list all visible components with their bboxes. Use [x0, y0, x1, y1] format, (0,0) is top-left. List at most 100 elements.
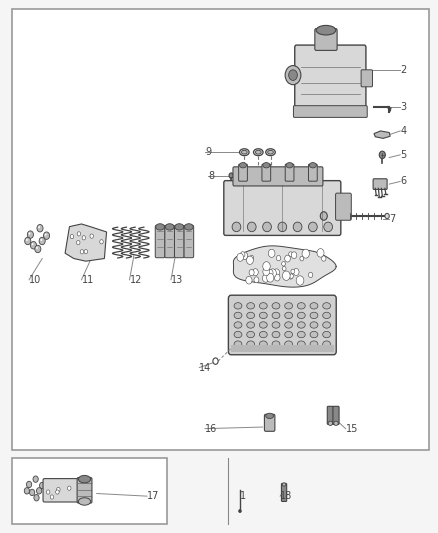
Circle shape — [296, 276, 304, 285]
Circle shape — [379, 151, 385, 159]
FancyBboxPatch shape — [308, 164, 317, 181]
Circle shape — [213, 358, 218, 365]
Circle shape — [289, 252, 293, 256]
Ellipse shape — [316, 26, 336, 35]
Ellipse shape — [293, 222, 302, 232]
FancyBboxPatch shape — [315, 29, 337, 51]
Circle shape — [289, 70, 297, 80]
Circle shape — [273, 269, 279, 276]
Ellipse shape — [234, 322, 242, 328]
FancyBboxPatch shape — [228, 295, 336, 355]
Ellipse shape — [285, 341, 293, 348]
FancyBboxPatch shape — [361, 70, 372, 87]
Text: 13: 13 — [171, 275, 183, 285]
FancyBboxPatch shape — [265, 414, 275, 431]
Circle shape — [300, 256, 304, 261]
Ellipse shape — [286, 163, 293, 168]
FancyArrowPatch shape — [388, 108, 391, 111]
Text: 1: 1 — [240, 491, 246, 501]
Text: 2: 2 — [400, 65, 406, 75]
FancyBboxPatch shape — [184, 225, 194, 258]
FancyBboxPatch shape — [293, 106, 367, 117]
Text: 6: 6 — [400, 176, 406, 187]
FancyBboxPatch shape — [285, 164, 294, 181]
Ellipse shape — [259, 332, 267, 338]
Ellipse shape — [297, 312, 305, 319]
FancyBboxPatch shape — [43, 479, 78, 502]
Circle shape — [77, 232, 81, 236]
Polygon shape — [233, 246, 336, 287]
Circle shape — [285, 66, 301, 85]
Circle shape — [308, 272, 313, 278]
Polygon shape — [374, 131, 390, 139]
Ellipse shape — [234, 332, 242, 338]
Circle shape — [293, 269, 299, 276]
Ellipse shape — [266, 149, 276, 156]
Circle shape — [34, 495, 39, 501]
Circle shape — [320, 212, 327, 220]
FancyBboxPatch shape — [327, 406, 333, 424]
Circle shape — [27, 231, 33, 238]
Circle shape — [317, 248, 324, 257]
Circle shape — [84, 249, 88, 254]
Circle shape — [36, 488, 42, 494]
Ellipse shape — [78, 475, 91, 483]
Ellipse shape — [272, 322, 280, 328]
Circle shape — [28, 232, 30, 235]
Ellipse shape — [175, 224, 184, 230]
Ellipse shape — [232, 222, 241, 232]
Ellipse shape — [263, 163, 270, 168]
Circle shape — [33, 476, 38, 482]
Ellipse shape — [323, 341, 331, 348]
Ellipse shape — [234, 303, 242, 309]
Ellipse shape — [323, 303, 331, 309]
FancyBboxPatch shape — [336, 193, 351, 220]
Circle shape — [70, 235, 74, 239]
Ellipse shape — [297, 341, 305, 348]
Circle shape — [247, 256, 253, 264]
Ellipse shape — [254, 149, 263, 156]
Circle shape — [80, 249, 84, 254]
Text: 5: 5 — [400, 150, 406, 160]
Ellipse shape — [309, 163, 316, 168]
Circle shape — [291, 269, 295, 274]
Ellipse shape — [247, 341, 254, 348]
Ellipse shape — [310, 322, 318, 328]
Ellipse shape — [247, 322, 254, 328]
FancyBboxPatch shape — [165, 225, 174, 258]
Circle shape — [30, 241, 36, 249]
Circle shape — [246, 277, 252, 284]
Circle shape — [263, 262, 270, 271]
Ellipse shape — [272, 341, 280, 348]
Ellipse shape — [310, 341, 318, 348]
Ellipse shape — [323, 312, 331, 319]
Text: 9: 9 — [205, 147, 211, 157]
Text: 11: 11 — [81, 275, 94, 285]
FancyBboxPatch shape — [233, 167, 323, 186]
Circle shape — [26, 239, 28, 241]
Circle shape — [26, 481, 32, 488]
Circle shape — [229, 173, 233, 178]
Circle shape — [302, 249, 309, 258]
Circle shape — [50, 495, 54, 499]
Ellipse shape — [234, 341, 242, 348]
Circle shape — [56, 490, 59, 494]
Circle shape — [100, 240, 103, 244]
Circle shape — [252, 269, 258, 276]
Circle shape — [67, 486, 71, 490]
Circle shape — [43, 232, 49, 239]
Circle shape — [289, 274, 293, 279]
Ellipse shape — [297, 322, 305, 328]
Ellipse shape — [285, 322, 293, 328]
Text: 17: 17 — [147, 491, 159, 501]
Circle shape — [285, 255, 290, 262]
Circle shape — [39, 237, 45, 245]
Ellipse shape — [234, 312, 242, 319]
Ellipse shape — [165, 224, 174, 230]
Text: 16: 16 — [205, 424, 217, 434]
Circle shape — [35, 245, 41, 253]
Circle shape — [45, 233, 46, 236]
Text: 10: 10 — [29, 275, 41, 285]
Circle shape — [282, 262, 286, 266]
Ellipse shape — [323, 322, 331, 328]
